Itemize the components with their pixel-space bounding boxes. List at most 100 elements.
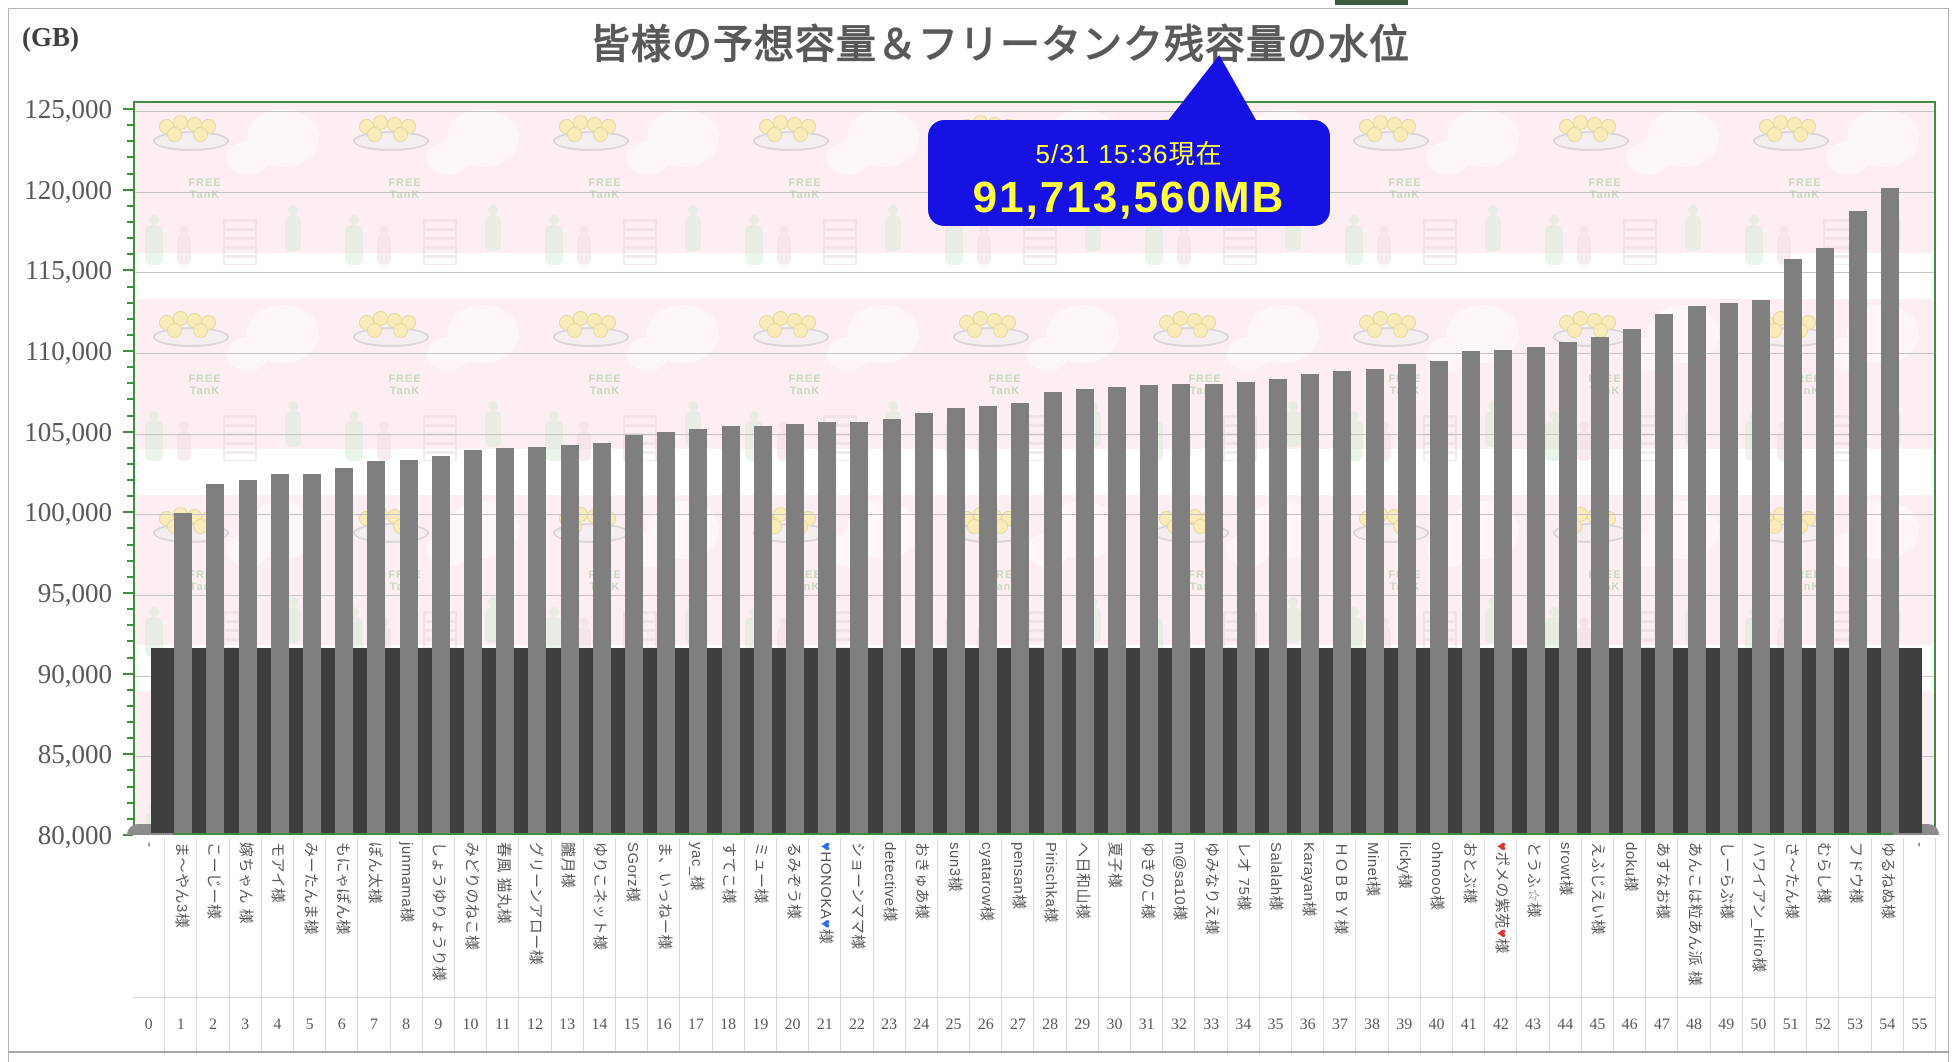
y-minor-tick [127, 124, 133, 127]
x-axis-number-cell: 16 [648, 998, 681, 1051]
x-axis-name-label: junmama様 [398, 842, 416, 923]
prediction-bar [1107, 386, 1126, 833]
prediction-bar [560, 444, 579, 833]
x-axis-number-cell: 45 [1581, 998, 1615, 1051]
x-axis-number-cell: 40 [1420, 998, 1454, 1051]
prediction-bar [1333, 370, 1352, 833]
x-axis-name-cell: doku様 [1614, 838, 1647, 997]
y-minor-tick [127, 769, 133, 772]
y-axis-tick-label: 85,000 [37, 739, 112, 770]
prediction-bar [1462, 351, 1481, 833]
x-axis-name-cell: Karayan様 [1292, 838, 1325, 997]
x-axis-name-cell: ♥HONOKA♥様 [809, 838, 842, 997]
x-axis-name-label: しーらぶ様 [1718, 842, 1736, 920]
x-axis-name-label: 春風 猫丸様 [494, 842, 512, 925]
prediction-bar [1655, 314, 1674, 833]
x-axis-number-cell: 25 [937, 998, 971, 1051]
prediction-bar [1558, 341, 1577, 833]
x-axis-name-label: ♥ポメの紫苑♥様 [1492, 842, 1510, 954]
prediction-bar [1204, 383, 1223, 833]
prediction-bar [270, 474, 289, 833]
prediction-bar [1880, 188, 1899, 833]
y-minor-tick [127, 495, 133, 498]
x-axis-name-label: SGorz様 [623, 842, 641, 903]
prediction-bar [1784, 259, 1803, 833]
x-axis-name-cell: - [1903, 838, 1936, 997]
x-axis-name-cell: あすなお様 [1646, 838, 1679, 997]
x-axis-name-cell: - [133, 838, 166, 997]
prediction-bar [786, 424, 805, 833]
x-axis-name-label: ♥HONOKA♥様 [816, 842, 834, 945]
gridline [135, 595, 1934, 597]
x-axis-name-label: 嫁ちゃん 様 [237, 842, 255, 925]
x-axis-name-label: Pirischka様 [1042, 842, 1060, 923]
prediction-bar [1816, 248, 1835, 833]
x-axis-name-cell: ゆりこネット様 [583, 838, 616, 997]
x-axis-name-label: グリーンアロー様 [526, 842, 544, 966]
y-axis-tick-label: 125,000 [24, 94, 112, 125]
x-axis-number-cell: 1 [165, 998, 198, 1051]
y-major-tick [123, 672, 133, 675]
x-axis-name-label: あんこは粒あん派 様 [1686, 842, 1704, 987]
x-axis-name-cell: グリーンアロー様 [519, 838, 552, 997]
y-major-tick [123, 592, 133, 595]
x-axis-name-label: 朧月様 [559, 842, 577, 889]
x-axis-name-cell: こーじー様 [197, 838, 230, 997]
x-axis-name-label: Karayan様 [1299, 842, 1317, 917]
prediction-bar [1043, 391, 1062, 833]
prediction-bar [431, 456, 450, 833]
y-minor-tick [127, 237, 133, 240]
x-axis-name-cell: みどりのねこ様 [454, 838, 488, 997]
x-axis-name-label: sun3様 [945, 842, 963, 893]
y-minor-tick [127, 414, 133, 417]
x-axis-name-label: あすなお様 [1653, 842, 1671, 920]
x-axis-name-cell: Minet様 [1356, 838, 1389, 997]
x-axis-name-cell: モアイ様 [261, 838, 294, 997]
x-axis-name-cell: Pirischka様 [1034, 838, 1067, 997]
y-minor-tick [127, 220, 133, 223]
x-axis-number-cell: 38 [1356, 998, 1389, 1051]
y-minor-tick [127, 704, 133, 707]
y-minor-tick [127, 317, 133, 320]
x-axis-name-cell: ま～やん3様 [165, 838, 198, 997]
x-axis-name-cell: ハワイアン_Hiro様 [1742, 838, 1775, 997]
top-green-strip [1335, 0, 1408, 5]
x-axis-name-label: えふじえい様 [1589, 842, 1607, 936]
x-axis-name-cell: フドウ様 [1839, 838, 1872, 997]
x-axis-name-cell: 春風 猫丸様 [487, 838, 520, 997]
x-axis-name-cell: ショーンママ様 [841, 838, 874, 997]
x-axis-name-label: ぽん太様 [365, 842, 383, 905]
prediction-bar [206, 483, 225, 833]
prediction-bar [1011, 403, 1030, 833]
y-minor-tick [127, 559, 133, 562]
x-axis-name-label: pensan様 [1009, 842, 1027, 910]
y-major-tick [123, 108, 133, 111]
x-axis-number-cell: 21 [809, 998, 842, 1051]
x-axis-name-cell: detective様 [873, 838, 906, 997]
x-axis-number-cell: 13 [551, 998, 584, 1051]
x-axis-name-cell: sun3様 [937, 838, 971, 997]
y-minor-tick [127, 640, 133, 643]
prediction-bar [947, 407, 965, 833]
x-axis-number-cell: 28 [1034, 998, 1067, 1051]
prediction-bar [882, 419, 901, 833]
x-axis-number-cell: 29 [1066, 998, 1099, 1051]
x-axis-name-cell: しーらぶ様 [1710, 838, 1743, 997]
x-axis-name-label: ゆりこネット様 [591, 842, 609, 951]
x-axis-name-cell: あんこは粒あん派 様 [1678, 838, 1711, 997]
y-axis-tick-label: 105,000 [24, 416, 112, 447]
prediction-bar [1687, 306, 1706, 833]
x-axis-name-cell: るみぞう様 [776, 838, 810, 997]
x-axis-name-cell: ま、いっねー様 [648, 838, 681, 997]
y-minor-tick [127, 140, 133, 143]
y-major-tick [123, 430, 133, 433]
x-axis-name-label: ＨＯＢＢＹ様 [1331, 842, 1349, 936]
x-axis-number-cell: 42 [1485, 998, 1518, 1051]
